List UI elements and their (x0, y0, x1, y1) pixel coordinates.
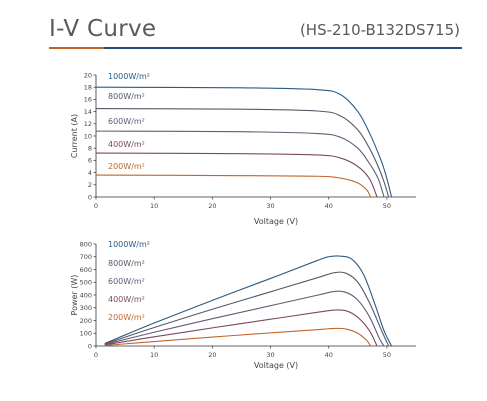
iv-y-tick-label: 16 (84, 96, 92, 104)
iv-series-label: 400W/m² (108, 140, 145, 149)
pv-series-line (104, 255, 393, 347)
iv-series-label: 1000W/m² (108, 72, 150, 81)
pv-x-tick-label: 50 (383, 351, 391, 359)
pv-x-tick-label: 30 (266, 351, 274, 359)
pv-y-tick-label: 0 (88, 342, 92, 350)
iv-y-tick-label: 20 (84, 71, 92, 79)
iv-y-tick-label: 6 (88, 157, 92, 165)
pv-series-line (104, 271, 390, 347)
pv-x-tick-label: 0 (94, 351, 98, 359)
pv-y-tick-label: 800 (80, 240, 92, 248)
pv-series-line (104, 309, 378, 347)
pv-y-tick-label: 100 (80, 330, 92, 338)
iv-x-tick-label: 0 (94, 202, 98, 210)
iv-series-line (95, 174, 372, 198)
pv-x-tick-label: 20 (208, 351, 216, 359)
iv-x-tick-label: 30 (266, 202, 274, 210)
iv-series-line (95, 86, 393, 198)
iv-y-tick-label: 2 (88, 181, 92, 189)
pv-y-tick-label: 600 (80, 266, 92, 274)
iv-series-line (95, 130, 385, 198)
pv-series-label: 200W/m² (108, 313, 145, 322)
model-code: (HS-210-B132DS715) (299, 21, 460, 39)
pv-x-axis-label: Voltage (V) (254, 361, 298, 370)
pv-series-line (104, 327, 372, 347)
page-title: I-V Curve (49, 16, 157, 42)
iv-x-tick-label: 20 (208, 202, 216, 210)
pv-series-line (104, 290, 385, 347)
pv-series-label: 800W/m² (108, 259, 145, 268)
iv-y-axis-label: Current (A) (70, 114, 79, 158)
pv-y-tick-label: 200 (80, 317, 92, 325)
iv-y-tick-label: 0 (88, 193, 92, 201)
iv-x-axis-label: Voltage (V) (254, 217, 298, 226)
iv-y-tick-label: 4 (88, 169, 92, 177)
pv-series-label: 400W/m² (108, 295, 145, 304)
pv-y-axis-label: Power (W) (70, 275, 79, 316)
pv-y-tick-label: 500 (80, 279, 92, 287)
iv-y-tick-label: 18 (84, 84, 92, 92)
title-rule-accent (49, 47, 104, 49)
pv-x-tick-label: 10 (150, 351, 158, 359)
iv-series-label: 800W/m² (108, 92, 145, 101)
iv-series-label: 600W/m² (108, 117, 145, 126)
pv-y-tick-label: 300 (80, 304, 92, 312)
pv-y-tick-label: 700 (80, 253, 92, 261)
iv-x-tick-label: 10 (150, 202, 158, 210)
iv-x-tick-label: 50 (383, 202, 391, 210)
pv-y-tick-label: 400 (80, 291, 92, 299)
pv-series-label: 1000W/m² (108, 240, 150, 249)
iv-x-tick-label: 40 (325, 202, 333, 210)
pv-x-tick-label: 40 (325, 351, 333, 359)
iv-y-tick-label: 14 (84, 108, 92, 116)
iv-y-tick-label: 12 (84, 120, 92, 128)
pv-series-label: 600W/m² (108, 277, 145, 286)
iv-series-line (95, 108, 390, 198)
iv-series-line (95, 152, 378, 198)
title-rule (104, 47, 462, 49)
iv-y-tick-label: 8 (88, 145, 92, 153)
iv-y-tick-label: 10 (84, 132, 92, 140)
iv-series-label: 200W/m² (108, 162, 145, 171)
